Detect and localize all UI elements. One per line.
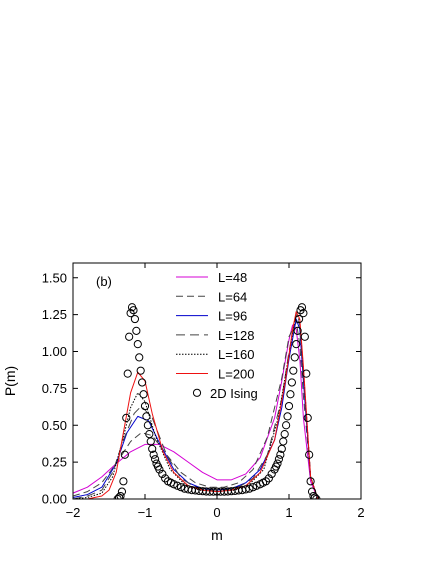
ising-point <box>293 326 302 335</box>
ising-point <box>176 483 186 492</box>
ising-points-layer <box>113 303 321 499</box>
ising-point <box>284 401 294 411</box>
ising-point <box>161 474 170 483</box>
ising-point <box>306 477 315 486</box>
legend: L=48 L=64 L=96 L=128 L=160 L=200 2D Ising <box>176 270 258 401</box>
ising-point <box>267 469 276 479</box>
ising-point <box>155 465 164 474</box>
ising-point <box>125 332 134 341</box>
y-tick-label: 1.50 <box>42 270 67 285</box>
y-axis-label: P(m) <box>2 366 18 396</box>
panel-label: (b) <box>96 274 112 289</box>
ising-point <box>282 421 291 430</box>
ising-point <box>122 413 131 422</box>
ising-point <box>123 369 132 378</box>
legend-label: L=64 <box>218 289 247 304</box>
x-tick-label: −2 <box>66 505 81 520</box>
legend-label: L=160 <box>218 347 255 362</box>
ising-point <box>276 450 285 459</box>
legend-label: L=200 <box>218 367 255 382</box>
ising-point <box>116 491 125 499</box>
legend-label: 2D Ising <box>210 386 258 401</box>
legend-label: L=96 <box>218 309 247 324</box>
ising-point <box>305 450 314 459</box>
ising-point <box>248 483 258 492</box>
ising-point <box>297 303 307 312</box>
ising-point <box>303 413 312 422</box>
ising-point <box>279 437 288 446</box>
ising-point <box>245 484 254 493</box>
ising-point <box>287 378 296 387</box>
x-axis-label: m <box>211 527 223 543</box>
legend-label: L=128 <box>218 328 255 343</box>
ising-point <box>142 412 151 421</box>
ising-point <box>286 390 295 399</box>
ising-point <box>133 340 142 349</box>
ising-point <box>283 412 292 421</box>
ising-point <box>130 314 140 324</box>
legend-label: L=48 <box>218 270 247 285</box>
ising-point <box>280 430 289 439</box>
ising-point <box>143 421 152 430</box>
x-tick-label: 2 <box>357 505 364 520</box>
ising-point <box>261 477 271 486</box>
ising-point <box>139 390 148 399</box>
ising-point <box>135 353 144 362</box>
ising-point <box>294 314 304 324</box>
ising-point <box>173 481 182 490</box>
ising-point <box>299 309 308 318</box>
x-tick-label: −1 <box>138 505 153 520</box>
y-tick-label: 1.25 <box>42 307 67 322</box>
series-line-l-48 <box>73 324 319 499</box>
ising-point <box>158 469 167 479</box>
ising-point <box>150 455 160 464</box>
ising-point <box>119 477 128 486</box>
ising-point <box>300 332 309 341</box>
legend-marker-ising <box>192 388 202 397</box>
y-tick-label: 0.25 <box>42 455 67 470</box>
ising-point <box>138 378 147 387</box>
ising-point <box>292 340 301 349</box>
x-axis: −2 −1 0 1 2 <box>66 263 365 520</box>
series-line-l-200 <box>73 311 319 499</box>
series-layer <box>73 311 319 499</box>
ising-point <box>290 353 299 362</box>
ising-point <box>273 459 282 468</box>
ising-point <box>120 450 129 459</box>
x-tick-label: 1 <box>285 505 292 520</box>
ising-point <box>126 309 135 318</box>
ising-point <box>129 306 138 315</box>
y-axis: 0.00 0.25 0.50 0.75 1.00 1.25 1.50 <box>42 270 361 507</box>
series-line-l-64 <box>73 321 319 499</box>
ising-point <box>132 326 141 335</box>
ising-point <box>309 491 318 499</box>
ising-point <box>264 474 273 483</box>
y-tick-label: 0.50 <box>42 418 67 433</box>
ising-point <box>289 366 298 375</box>
ising-point <box>241 485 250 494</box>
ising-point <box>148 444 157 453</box>
y-tick-label: 0.00 <box>42 492 67 507</box>
ising-point <box>149 450 158 459</box>
ising-point <box>117 487 127 496</box>
x-tick-label: 0 <box>213 505 220 520</box>
ising-point <box>310 493 320 499</box>
ising-point <box>274 455 284 464</box>
y-tick-label: 0.75 <box>42 381 67 396</box>
ising-point <box>169 480 178 489</box>
ising-point <box>252 481 261 490</box>
ising-point <box>302 369 311 378</box>
y-tick-label: 1.00 <box>42 344 67 359</box>
ising-point <box>136 366 145 375</box>
ising-point <box>140 401 150 411</box>
